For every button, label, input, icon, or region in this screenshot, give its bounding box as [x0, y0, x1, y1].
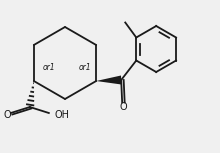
Text: or1: or1	[43, 63, 55, 72]
Text: or1: or1	[79, 63, 91, 72]
Text: O: O	[4, 110, 11, 121]
Text: O: O	[119, 102, 127, 112]
Text: OH: OH	[55, 110, 70, 119]
Polygon shape	[96, 75, 121, 84]
